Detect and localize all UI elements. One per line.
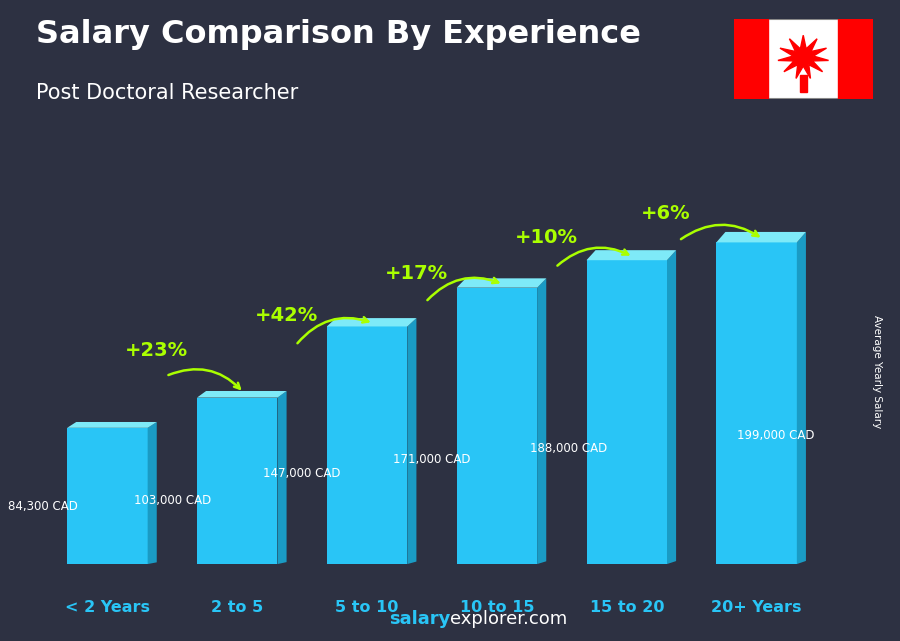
Text: +10%: +10% — [515, 228, 578, 247]
Text: 188,000 CAD: 188,000 CAD — [530, 442, 607, 455]
Polygon shape — [327, 318, 417, 326]
Text: +23%: +23% — [125, 340, 188, 360]
Polygon shape — [277, 391, 286, 564]
Polygon shape — [716, 232, 806, 242]
Text: salary: salary — [389, 610, 450, 628]
Text: Post Doctoral Researcher: Post Doctoral Researcher — [36, 83, 298, 103]
Text: 15 to 20: 15 to 20 — [590, 599, 664, 615]
Text: Salary Comparison By Experience: Salary Comparison By Experience — [36, 19, 641, 50]
Polygon shape — [456, 278, 546, 288]
Polygon shape — [778, 35, 829, 78]
Text: 10 to 15: 10 to 15 — [460, 599, 535, 615]
Polygon shape — [68, 428, 148, 564]
Text: 171,000 CAD: 171,000 CAD — [393, 453, 471, 465]
Polygon shape — [197, 397, 277, 564]
Text: 103,000 CAD: 103,000 CAD — [134, 494, 211, 507]
Text: 5 to 10: 5 to 10 — [336, 599, 399, 615]
Polygon shape — [587, 260, 667, 564]
FancyBboxPatch shape — [734, 19, 873, 99]
Polygon shape — [197, 391, 286, 397]
Polygon shape — [716, 242, 796, 564]
Text: +17%: +17% — [385, 264, 448, 283]
Text: 147,000 CAD: 147,000 CAD — [264, 467, 341, 480]
Text: 2 to 5: 2 to 5 — [212, 599, 264, 615]
Bar — [838, 19, 873, 99]
Text: 20+ Years: 20+ Years — [711, 599, 802, 615]
Text: < 2 Years: < 2 Years — [65, 599, 150, 615]
Polygon shape — [68, 422, 157, 428]
Bar — [800, 76, 806, 92]
Text: 199,000 CAD: 199,000 CAD — [737, 429, 814, 442]
Polygon shape — [667, 250, 676, 564]
Polygon shape — [408, 318, 417, 564]
Polygon shape — [796, 232, 806, 564]
Polygon shape — [456, 288, 537, 564]
Text: Average Yearly Salary: Average Yearly Salary — [872, 315, 883, 428]
Text: explorer.com: explorer.com — [450, 610, 567, 628]
Text: +6%: +6% — [641, 204, 690, 223]
Polygon shape — [587, 250, 676, 260]
Polygon shape — [148, 422, 157, 564]
Polygon shape — [537, 278, 546, 564]
Polygon shape — [327, 326, 408, 564]
Text: +42%: +42% — [255, 306, 319, 326]
Bar — [734, 19, 769, 99]
Text: 84,300 CAD: 84,300 CAD — [7, 501, 77, 513]
